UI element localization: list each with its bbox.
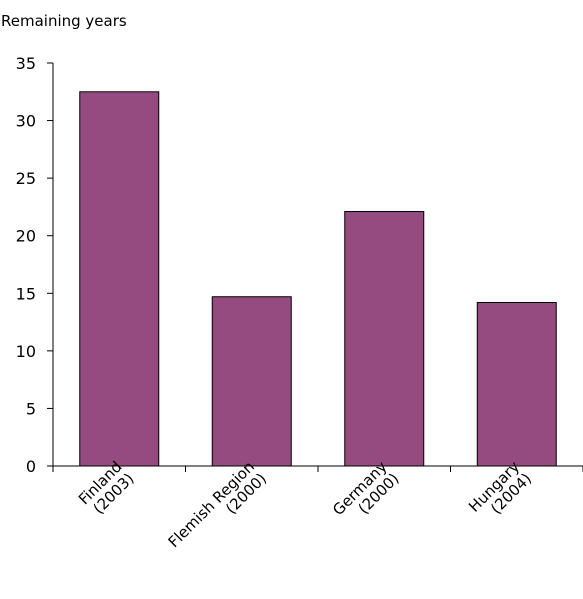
y-tick-label: 0 — [26, 457, 36, 476]
bar — [79, 91, 160, 467]
bars — [79, 91, 557, 467]
bar — [211, 296, 292, 467]
bar — [476, 302, 557, 467]
x-category-label: Hungary(2004) — [465, 458, 535, 518]
y-tick-label: 30 — [16, 112, 36, 131]
y-tick-label: 5 — [26, 399, 36, 418]
y-tick-label: 15 — [16, 284, 36, 303]
y-tick-label: 10 — [16, 342, 36, 361]
x-axis-ticks — [52, 466, 583, 472]
y-tick-label: 25 — [16, 169, 36, 188]
y-tick-label: 20 — [16, 227, 36, 246]
y-axis-ticks: 0 5 10 15 20 25 30 35 — [16, 54, 53, 476]
x-category-label: Flemish Region(2000) — [165, 458, 271, 552]
y-tick-label: 35 — [16, 54, 36, 73]
x-category-label: Germany(2000) — [329, 458, 403, 520]
x-axis-labels: Finland(2003) Flemish Region(2000) Germany… — [75, 458, 535, 552]
x-category-label: Finland(2003) — [75, 458, 138, 518]
y-axis-title: Remaining years — [1, 12, 127, 30]
bar — [344, 211, 425, 467]
